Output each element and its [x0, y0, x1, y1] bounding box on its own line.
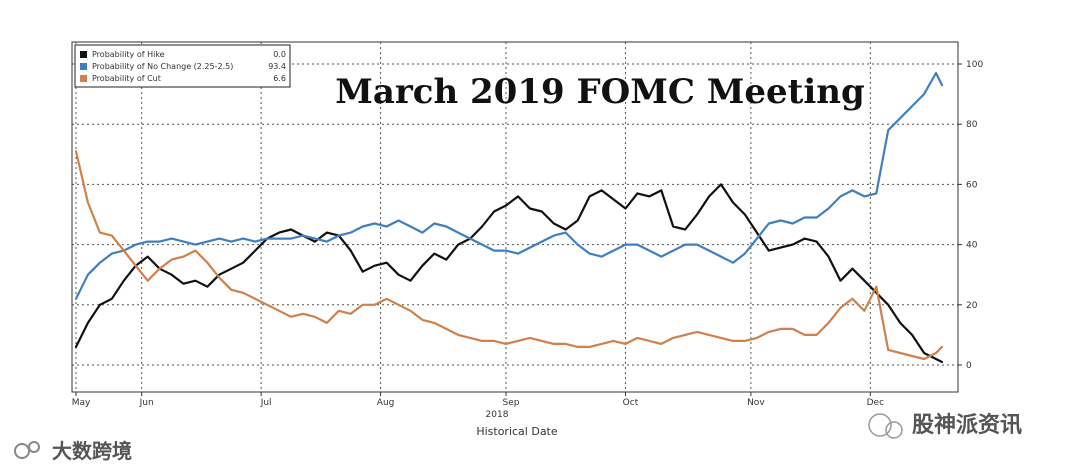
legend-swatch [80, 51, 87, 58]
x-tick-label-sep: Sep [503, 398, 520, 408]
watermark-right-text: 股神派资讯 [912, 412, 1022, 438]
x-tick-label-dec: Dec [867, 398, 884, 408]
y-tick-label: 60 [966, 180, 978, 190]
x-tick-label-aug: Aug [377, 398, 395, 408]
x-axis-title: Historical Date [476, 425, 558, 438]
y-tick-label: 40 [966, 241, 978, 251]
legend-box [74, 44, 291, 88]
x-tick-label-oct: Oct [623, 398, 639, 408]
series-line-2 [74, 71, 944, 300]
axes: 0 20 40 60 80 100 May Jun Jul Aug Sep Oct Nov Dec [71, 41, 983, 408]
legend-value: 93.4 [268, 62, 286, 71]
wechat-icon-2 [885, 421, 903, 439]
plot-frame [71, 41, 959, 393]
y-tick-label: 20 [966, 301, 978, 311]
legend-value: 6.6 [273, 74, 286, 83]
wechat-icon [868, 413, 892, 437]
y-tick-label: 0 [966, 361, 972, 371]
watermark-logo-icon [14, 443, 30, 459]
legend: Probability of Hike 0.0 Probability of No … [74, 44, 291, 88]
y-tick-label: 80 [966, 120, 978, 130]
legend-label: Probability of Hike [92, 50, 165, 59]
series-line-3 [74, 150, 944, 361]
legend-label: Probability of Cut [92, 74, 161, 83]
year-label: 2018 [486, 410, 509, 420]
legend-label: Probability of No Change (2.25-2.5) [92, 62, 233, 71]
grid [72, 42, 958, 392]
watermark-left: 大数跨境 [14, 439, 132, 463]
watermark-left-text: 大数跨境 [52, 439, 132, 463]
legend-swatch [80, 75, 87, 82]
series-line-1 [74, 183, 944, 364]
y-tick-label: 100 [966, 60, 983, 70]
chart-title: March 2019 FOMC Meeting [335, 72, 865, 112]
x-tick-label-jun: Jun [139, 398, 154, 408]
x-tick-label-nov: Nov [747, 398, 765, 408]
x-tick-label-may: May [72, 398, 91, 408]
watermark-right: 股神派资讯 [868, 412, 1022, 439]
x-tick-label-jul: Jul [260, 398, 272, 408]
series [74, 71, 944, 364]
watermark-logo-icon-2 [28, 441, 40, 453]
legend-value: 0.0 [273, 50, 286, 59]
legend-swatch [80, 63, 87, 70]
